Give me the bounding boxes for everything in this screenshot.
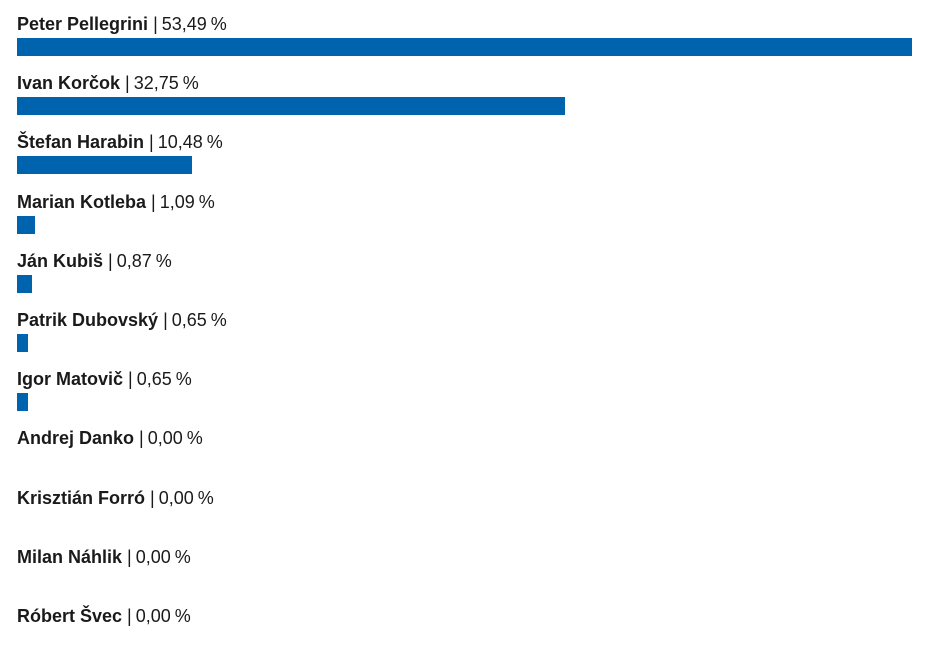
data-label: 10,48 <box>157 132 203 153</box>
bar-label: Marian Kotleba | 1,09% <box>17 191 215 213</box>
bar-label: Róbert Švec | 0,00% <box>17 605 191 627</box>
chart-row: Štefan Harabin | 10,48% <box>17 118 912 177</box>
bar <box>17 333 28 352</box>
bar <box>17 274 32 293</box>
candidate-name: Marian Kotleba <box>17 191 147 212</box>
bar-label: Igor Matovič | 0,65% <box>17 368 192 390</box>
label-separator: | <box>150 487 155 508</box>
chart-row: Róbert Švec | 0,00% <box>17 592 912 651</box>
label-separator: | <box>139 428 144 449</box>
bar <box>17 38 912 56</box>
chart-row: Marian Kotleba | 1,09% <box>17 178 912 237</box>
data-label: 0,00 <box>158 487 194 508</box>
candidate-name: Igor Matovič <box>17 369 124 390</box>
label-separator: | <box>153 14 158 34</box>
data-label: 0,65 <box>171 309 207 330</box>
bar-label: Krisztián Forró | 0,00% <box>17 487 214 509</box>
label-separator: | <box>149 132 154 153</box>
bar <box>17 97 565 116</box>
bar-label: Peter Pellegrini | 53,49% <box>17 13 227 35</box>
label-separator: | <box>163 309 168 330</box>
unit-label: % <box>198 191 215 212</box>
unit-label: % <box>182 73 199 94</box>
bar <box>17 393 28 412</box>
unit-label: % <box>206 132 223 153</box>
data-label: 32,75 <box>133 73 179 94</box>
label-separator: | <box>125 73 130 94</box>
chart-row: Patrik Dubovský | 0,65% <box>17 296 912 355</box>
bar-label: Milan Náhlik | 0,00% <box>17 546 191 568</box>
candidate-name: Ivan Korčok <box>17 73 121 94</box>
bar <box>17 215 36 234</box>
data-label: 0,87 <box>116 250 152 271</box>
data-label: 0,65 <box>136 369 172 390</box>
chart-row: Ivan Korčok | 32,75% <box>17 59 912 118</box>
chart-row: Peter Pellegrini | 53,49% <box>17 0 912 59</box>
bar-label: Patrik Dubovský | 0,65% <box>17 309 227 331</box>
unit-label: % <box>197 487 214 508</box>
unit-label: % <box>186 428 203 449</box>
candidate-name: Peter Pellegrini <box>17 14 149 34</box>
data-label: 53,49 <box>161 14 207 34</box>
bar-chart: Peter Pellegrini | 53,49% Ivan Korčok | 32,75… <box>17 0 912 651</box>
label-separator: | <box>151 191 156 212</box>
candidate-name: Andrej Danko <box>17 428 135 449</box>
label-separator: | <box>127 605 132 626</box>
candidate-name: Ján Kubiš <box>17 250 104 271</box>
unit-label: % <box>175 369 192 390</box>
bar <box>17 156 193 175</box>
unit-label: % <box>155 250 172 271</box>
chart-row: Igor Matovič | 0,65% <box>17 355 912 414</box>
bar-label: Ivan Korčok | 32,75% <box>17 72 199 94</box>
candidate-name: Patrik Dubovský <box>17 309 159 330</box>
data-label: 0,00 <box>135 605 171 626</box>
label-separator: | <box>128 369 133 390</box>
label-separator: | <box>108 250 113 271</box>
chart-row: Krisztián Forró | 0,00% <box>17 474 912 533</box>
data-label: 1,09 <box>159 191 195 212</box>
chart-row: Milan Náhlik | 0,00% <box>17 533 912 592</box>
chart-row: Ján Kubiš | 0,87% <box>17 237 912 296</box>
candidate-name: Milan Náhlik <box>17 546 123 567</box>
bar-label: Štefan Harabin | 10,48% <box>17 131 223 153</box>
chart-row: Andrej Danko | 0,00% <box>17 414 912 473</box>
candidate-name: Krisztián Forró <box>17 487 146 508</box>
candidate-name: Róbert Švec <box>17 605 123 626</box>
data-label: 0,00 <box>147 428 183 449</box>
unit-label: % <box>174 605 191 626</box>
bar-label: Andrej Danko | 0,00% <box>17 427 203 449</box>
unit-label: % <box>210 309 227 330</box>
unit-label: % <box>174 546 191 567</box>
bar-label: Ján Kubiš | 0,87% <box>17 250 172 272</box>
data-label: 0,00 <box>135 546 171 567</box>
label-separator: | <box>127 546 132 567</box>
unit-label: % <box>210 14 227 34</box>
candidate-name: Štefan Harabin <box>17 132 145 153</box>
